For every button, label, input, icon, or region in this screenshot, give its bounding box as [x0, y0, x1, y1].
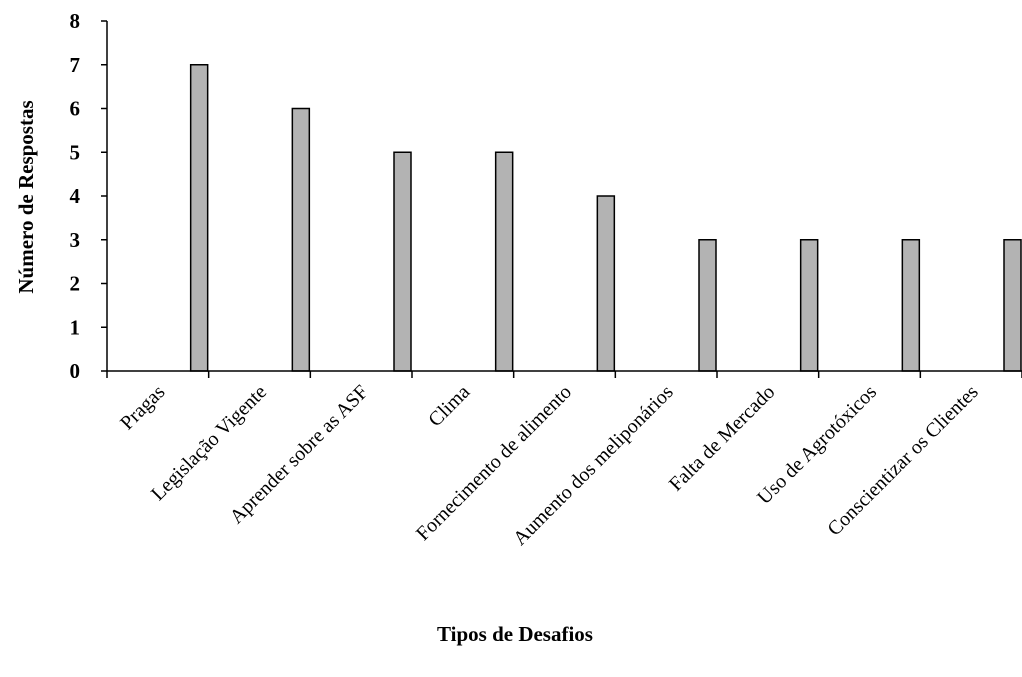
- bar: [1003, 239, 1022, 372]
- y-tick-label: 7: [70, 53, 81, 77]
- y-tick-label: 2: [70, 272, 81, 296]
- bars: [189, 64, 1022, 372]
- bar: [189, 64, 209, 372]
- y-axis-ticks: 0 1 2 3 4 5 6 7 8: [70, 9, 107, 383]
- bar: [393, 151, 412, 372]
- y-tick-label: 6: [70, 97, 81, 121]
- y-axis-title: Número de Respostas: [14, 100, 38, 293]
- y-tick-label: 0: [70, 359, 81, 383]
- y-tick-label: 8: [70, 9, 81, 33]
- bar: [291, 107, 311, 372]
- bar: [494, 151, 514, 372]
- y-tick-label: 4: [70, 184, 81, 208]
- y-tick-label: 5: [70, 140, 81, 164]
- x-tick-label: Pragas: [116, 381, 169, 434]
- bar: [698, 239, 717, 372]
- x-tick-label: Falta de Mercado: [665, 381, 780, 496]
- bar: [901, 239, 921, 372]
- bar: [799, 239, 819, 372]
- y-tick-label: 1: [70, 315, 81, 339]
- x-axis-title: Tipos de Desafios: [437, 622, 593, 646]
- bar: [596, 195, 616, 372]
- y-tick-label: 3: [70, 228, 81, 252]
- x-tick-label: Clima: [424, 381, 474, 431]
